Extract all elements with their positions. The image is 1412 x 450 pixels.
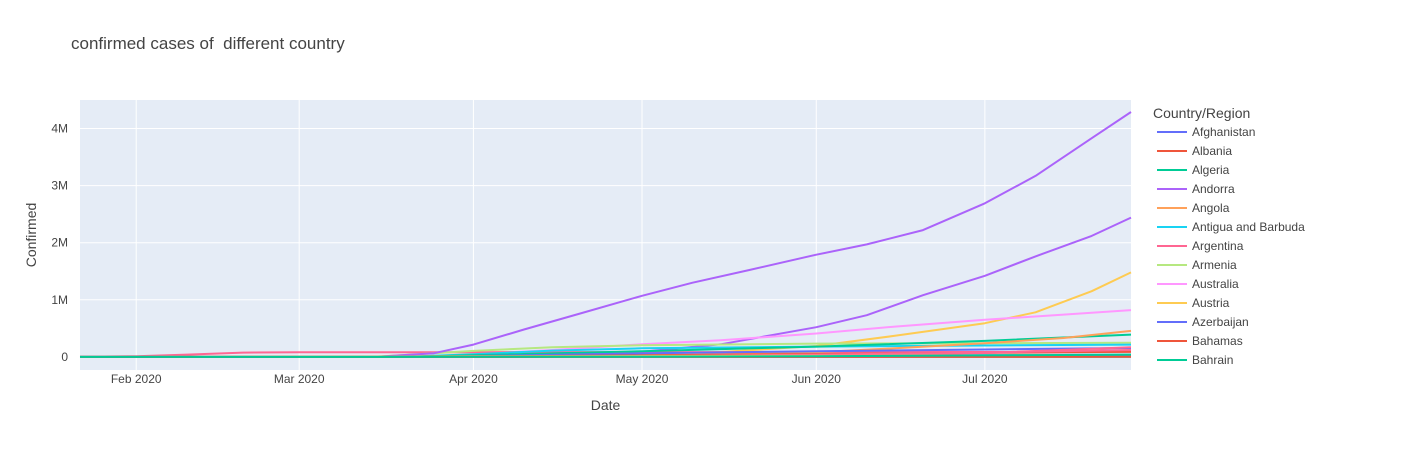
x-axis-title: Date (591, 397, 621, 413)
y-tick-label: 4M (51, 122, 68, 136)
legend-label: Azerbaijan (1192, 315, 1249, 329)
x-tick-label: Mar 2020 (274, 372, 325, 386)
legend-label: Albania (1192, 144, 1232, 158)
legend-item-azerbaijan[interactable]: Azerbaijan (1157, 315, 1249, 329)
legend-label: Afghanistan (1192, 125, 1255, 139)
series-line-andorra[interactable] (80, 111, 1132, 358)
y-tick-label: 2M (51, 236, 68, 250)
legend-label: Austria (1192, 296, 1230, 310)
legend-item-angola[interactable]: Angola (1157, 201, 1230, 215)
series-line-bahrain[interactable] (79, 353, 1132, 358)
legend-item-austria[interactable]: Austria (1157, 296, 1230, 310)
legend-item-andorra[interactable]: Andorra (1157, 182, 1235, 196)
legend-label: Antigua and Barbuda (1192, 220, 1305, 234)
legend-label: Andorra (1192, 182, 1235, 196)
legend-label: Bahrain (1192, 353, 1233, 367)
legend-label: Australia (1192, 277, 1239, 291)
plot-area[interactable] (80, 100, 1131, 370)
legend-item-afghanistan[interactable]: Afghanistan (1157, 125, 1255, 139)
legend-item-antigua-and-barbuda[interactable]: Antigua and Barbuda (1157, 220, 1305, 234)
series-lines (79, 111, 1132, 358)
series-line[interactable] (79, 350, 1132, 358)
y-axis-title: Confirmed (23, 203, 39, 268)
y-axis-ticks: 0 1M 2M 3M 4M (51, 122, 68, 364)
legend-title: Country/Region (1153, 105, 1250, 121)
legend-item-australia[interactable]: Australia (1157, 277, 1239, 291)
legend-label: Bahamas (1192, 334, 1243, 348)
x-tick-label: Apr 2020 (449, 372, 498, 386)
x-axis-ticks: Feb 2020 Mar 2020 Apr 2020 May 2020 Jun 2020… (111, 372, 1008, 386)
legend-item-armenia[interactable]: Armenia (1157, 258, 1237, 272)
legend-item-bahrain[interactable]: Bahrain (1157, 353, 1233, 367)
x-tick-label: Jul 2020 (962, 372, 1008, 386)
legend-item-bahamas[interactable]: Bahamas (1157, 334, 1243, 348)
legend-item-argentina[interactable]: Argentina (1157, 239, 1244, 253)
legend-label: Armenia (1192, 258, 1237, 272)
legend-label: Algeria (1192, 163, 1230, 177)
y-tick-label: 3M (51, 179, 68, 193)
x-tick-label: Jun 2020 (792, 372, 842, 386)
legend[interactable]: Country/Region Afghanistan Albania Algeria… (1153, 105, 1305, 367)
x-tick-label: Feb 2020 (111, 372, 162, 386)
y-tick-label: 0 (61, 350, 68, 364)
legend-item-algeria[interactable]: Algeria (1157, 163, 1230, 177)
legend-label: Argentina (1192, 239, 1244, 253)
chart-title: confirmed cases of different country (71, 34, 345, 53)
y-tick-label: 1M (51, 293, 68, 307)
legend-label: Angola (1192, 201, 1230, 215)
x-tick-label: May 2020 (616, 372, 669, 386)
legend-item-albania[interactable]: Albania (1157, 144, 1232, 158)
